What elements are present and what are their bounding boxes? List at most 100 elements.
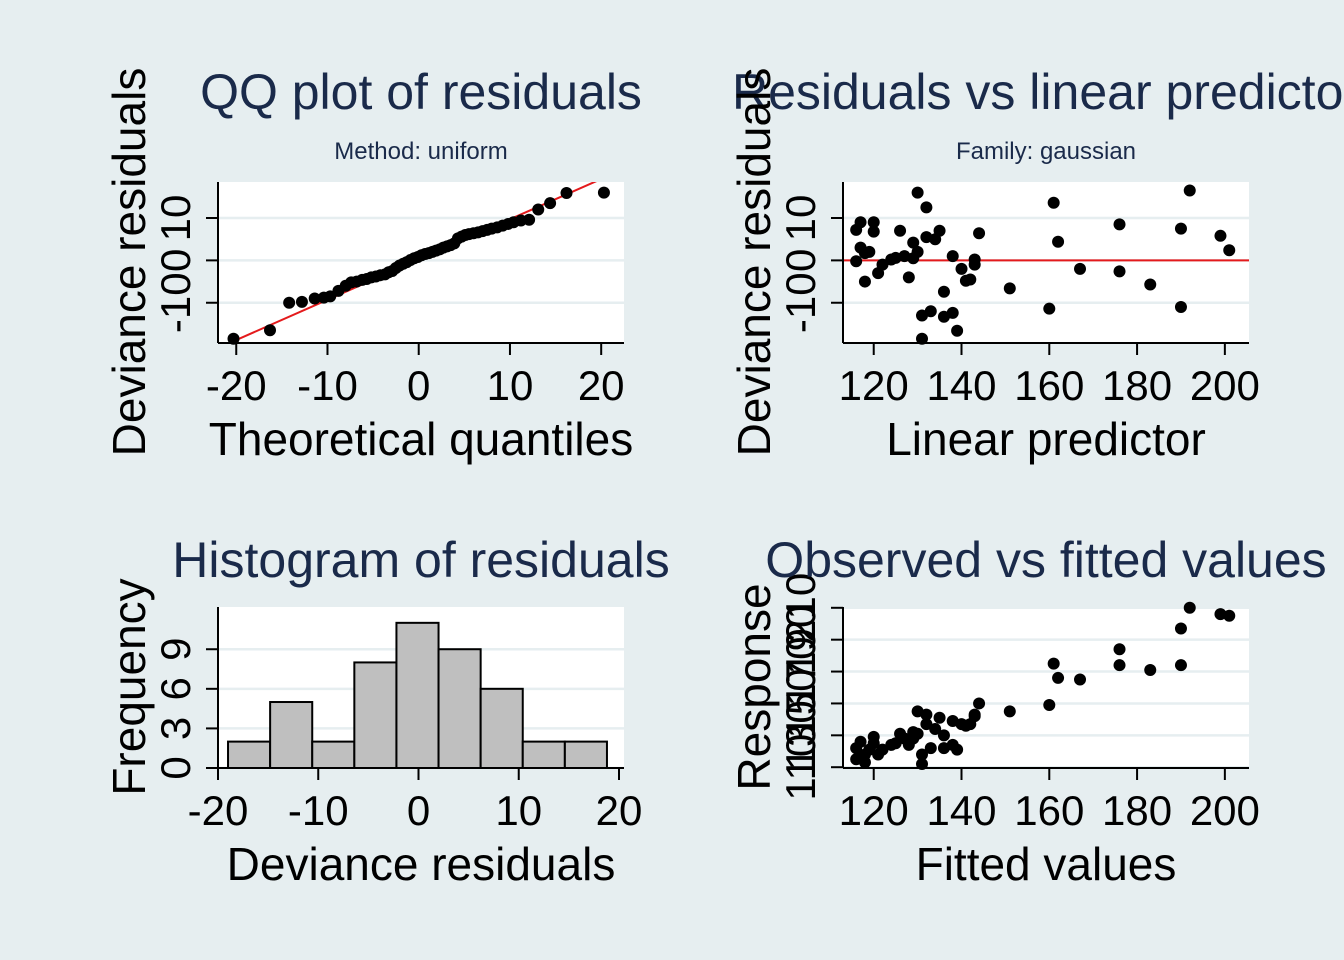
x-axis-label: Theoretical quantiles	[209, 413, 633, 465]
y-tick-label: -10	[152, 272, 199, 333]
data-point	[1183, 184, 1196, 197]
data-point	[920, 718, 933, 731]
chart-subtitle: Method: uniform	[334, 138, 507, 165]
x-tick-label: 20	[578, 362, 625, 409]
x-tick-label: 180	[1102, 787, 1172, 834]
data-point	[1174, 659, 1187, 672]
data-point	[264, 324, 277, 337]
x-tick-label: -20	[206, 362, 267, 409]
chart-title: QQ plot of residuals	[200, 64, 642, 120]
data-point	[1052, 235, 1065, 248]
y-axis-label: Response	[728, 583, 780, 790]
data-point	[951, 324, 964, 337]
x-axis-label: Linear predictor	[886, 413, 1206, 465]
data-point	[1144, 278, 1157, 291]
x-tick-label: 200	[1190, 787, 1260, 834]
data-point	[968, 708, 981, 721]
x-ticks: -20 -10 0 10 20	[206, 343, 625, 409]
data-point	[1074, 262, 1087, 275]
data-point	[973, 697, 986, 710]
data-point	[1043, 699, 1056, 712]
data-point	[911, 186, 924, 199]
data-marks	[227, 621, 608, 770]
y-tick-label: 110	[777, 734, 824, 801]
data-point	[1113, 643, 1126, 656]
data-point	[308, 292, 321, 305]
panel-residuals-vs-predictor: 120 140 160 180 200 -100 10 Residuals vs line…	[728, 64, 1344, 465]
data-point	[924, 742, 937, 755]
data-point	[1043, 302, 1056, 315]
x-tick-label: 200	[1190, 362, 1260, 409]
x-tick-label: 20	[596, 787, 643, 834]
data-point	[968, 253, 981, 266]
data-point	[854, 216, 867, 229]
data-point	[933, 224, 946, 237]
chart-title: Residuals vs linear predictor	[732, 64, 1344, 120]
x-ticks: 120 140 160 180 200	[839, 768, 1260, 834]
x-tick-label: -10	[288, 787, 349, 834]
histogram-bar	[269, 701, 314, 770]
y-tick-label: 10	[152, 195, 199, 242]
y-tick-label: 3	[152, 717, 199, 740]
data-point	[894, 224, 907, 237]
data-point	[920, 708, 933, 721]
data-marks	[850, 601, 1236, 771]
data-point	[1174, 300, 1187, 313]
data-point	[911, 245, 924, 258]
y-axis-label: Deviance residuals	[103, 68, 155, 457]
data-point	[889, 737, 902, 750]
data-point	[1113, 265, 1126, 278]
y-tick-label: 0	[152, 756, 199, 779]
data-point	[876, 258, 889, 271]
plot-area	[843, 182, 1249, 343]
data-point	[850, 255, 863, 268]
y-tick-label: -10	[777, 272, 824, 333]
data-point	[597, 186, 610, 199]
x-ticks: -20 -10 0 10 20	[188, 768, 643, 834]
data-point	[1144, 663, 1157, 676]
y-tick-label: 130	[777, 700, 824, 770]
x-axis-label: Fitted values	[916, 838, 1177, 890]
data-point	[1047, 196, 1060, 209]
chart-subtitle: Family: gaussian	[956, 138, 1136, 165]
data-point	[911, 727, 924, 740]
x-tick-label: -20	[188, 787, 249, 834]
data-point	[1052, 671, 1065, 684]
data-point	[544, 197, 557, 210]
y-ticks: -100 10	[777, 195, 843, 333]
x-tick-label: 160	[1014, 787, 1084, 834]
y-tick-label: 150	[777, 668, 824, 738]
data-point	[1223, 244, 1236, 257]
x-tick-label: 160	[1014, 362, 1084, 409]
histogram-bar	[311, 740, 356, 770]
histogram-bar	[437, 648, 482, 769]
data-point	[863, 245, 876, 258]
x-tick-label: 180	[1102, 362, 1172, 409]
data-point	[1183, 601, 1196, 614]
data-point	[867, 216, 880, 229]
y-tick-label: 6	[152, 677, 199, 700]
plot-area	[218, 182, 624, 343]
histogram-bar	[521, 740, 566, 770]
x-tick-label: 140	[926, 787, 996, 834]
data-point	[907, 236, 920, 249]
data-point	[295, 295, 308, 308]
y-tick-label: 10	[777, 195, 824, 242]
data-point	[946, 306, 959, 319]
data-point	[867, 737, 880, 750]
data-point	[532, 203, 545, 216]
histogram-bar	[227, 740, 272, 770]
data-point	[946, 250, 959, 263]
data-point	[929, 722, 942, 735]
data-marks	[227, 182, 610, 345]
data-point	[937, 729, 950, 742]
data-point	[523, 213, 536, 226]
data-point	[920, 201, 933, 214]
x-tick-label: 10	[495, 787, 542, 834]
data-point	[227, 332, 240, 345]
data-point	[937, 285, 950, 298]
data-point	[1223, 609, 1236, 622]
